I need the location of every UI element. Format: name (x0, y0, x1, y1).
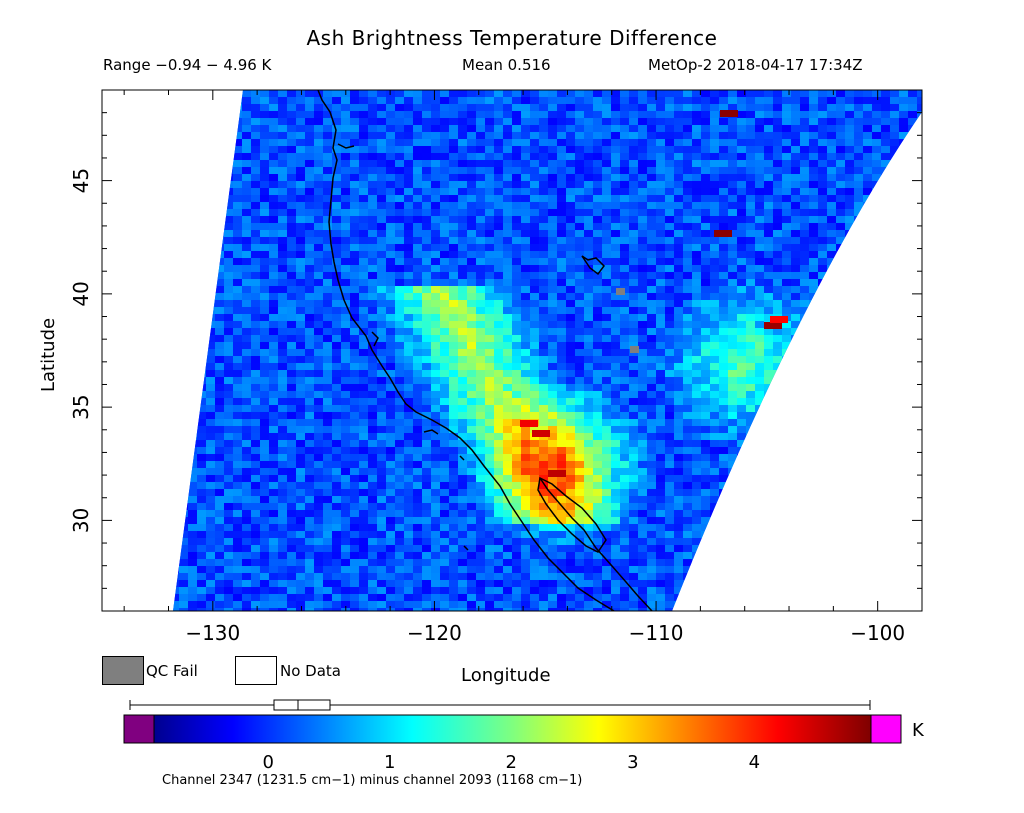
no-data-swatch (235, 656, 277, 685)
y-tick-label: 45 (69, 168, 93, 193)
plot-frame (101, 89, 923, 612)
range-text: Range −0.94 − 4.96 K (103, 56, 272, 74)
colorbar-tick-label: 4 (749, 752, 760, 773)
colorbar-tick-label: 0 (263, 752, 274, 773)
axis-ticks (102, 90, 923, 611)
axis-tick-labels: −130 −120 −110 −100 30 35 40 45 (69, 168, 905, 645)
colorbar-caption: Channel 2347 (1231.5 cm−1) minus channel… (162, 773, 583, 788)
x-tick-label: −110 (629, 621, 684, 645)
colorbar-unit: K (912, 720, 924, 741)
colorbar-tick-label: 1 (384, 752, 395, 773)
y-tick-label: 40 (69, 281, 93, 306)
satellite-time-text: MetOp-2 2018-04-17 17:34Z (648, 56, 863, 74)
swath-cells (173, 90, 922, 611)
x-tick-label: −130 (185, 621, 240, 645)
x-tick-label: −100 (850, 621, 905, 645)
no-data-label: No Data (280, 662, 341, 680)
qc-fail-swatch (102, 656, 144, 685)
mean-text: Mean 0.516 (462, 56, 551, 74)
y-tick-label: 35 (69, 394, 93, 419)
colorbar-tick-label: 3 (627, 752, 638, 773)
coastline (317, 90, 653, 611)
x-axis-label: Longitude (461, 665, 551, 686)
y-tick-label: 30 (69, 508, 93, 533)
colorbar-tick-label: 2 (506, 752, 517, 773)
y-axis-label: Latitude (38, 317, 59, 392)
colorbar: 0 1 2 3 4 (123, 699, 902, 773)
swath-layer (173, 90, 922, 611)
qc-fail-label: QC Fail (146, 662, 198, 680)
x-tick-label: −120 (407, 621, 462, 645)
chart-title: Ash Brightness Temperature Difference (306, 26, 718, 50)
